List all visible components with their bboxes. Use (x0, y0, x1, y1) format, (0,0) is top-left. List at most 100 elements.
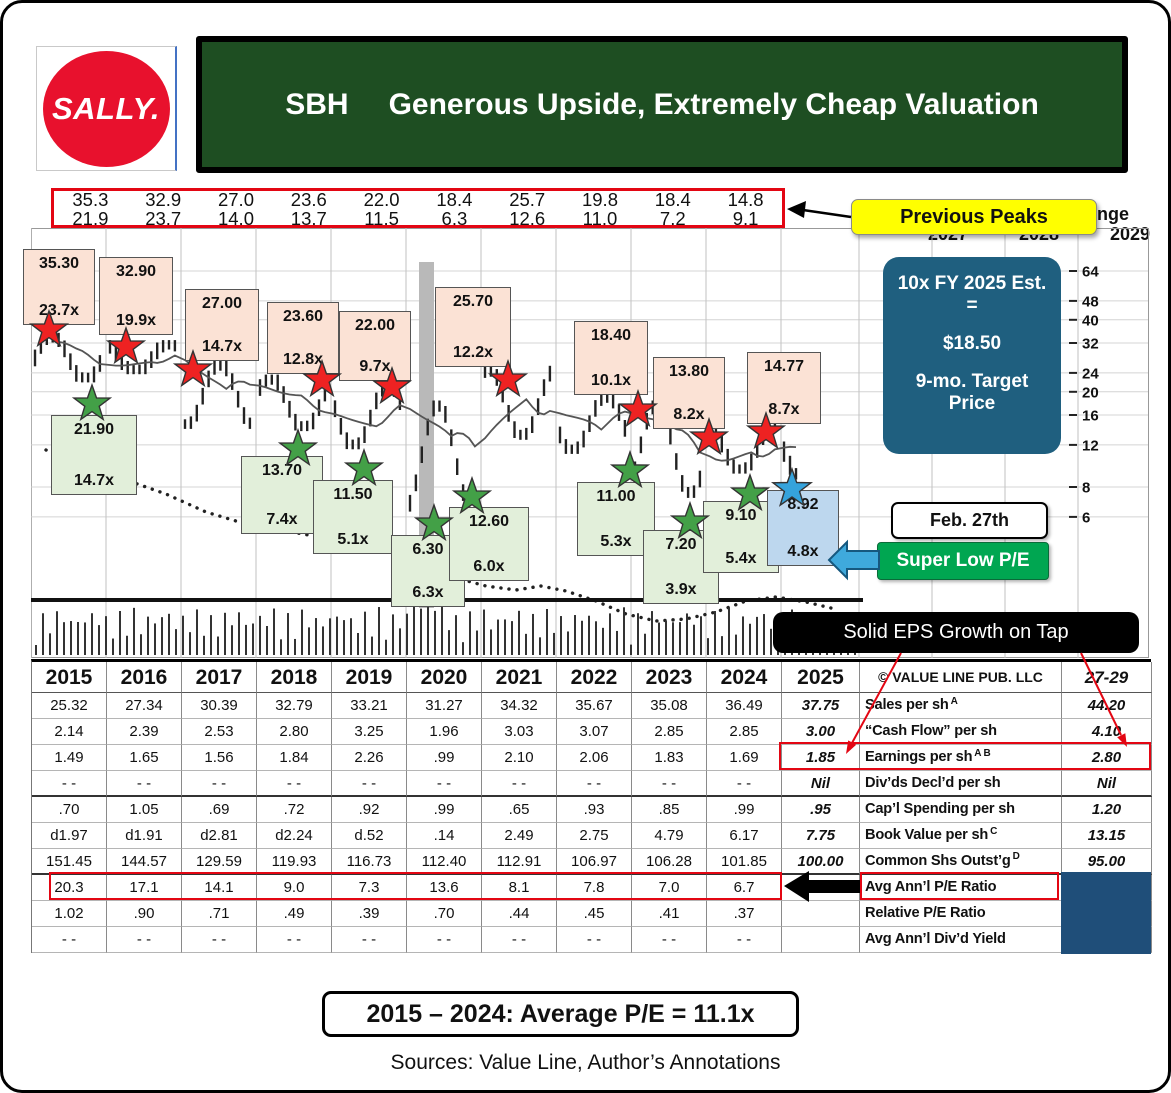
publisher-label: © VALUE LINE PUB. LLC (860, 662, 1062, 693)
table-value: 3.25 (332, 719, 407, 745)
table-value: 101.85 (707, 849, 782, 875)
sources-text: Sources: Value Line, Author’s Annotation… (390, 1051, 781, 1074)
estimate-value: 7.75 (782, 823, 860, 849)
estimate-value (782, 901, 860, 927)
table-value: 7.3 (332, 875, 407, 901)
year-header: 2017 (182, 662, 257, 693)
table-value: 1.05 (107, 797, 182, 823)
estimate-value: 100.00 (782, 849, 860, 875)
table-value: 129.59 (182, 849, 257, 875)
table-value: 27.34 (107, 693, 182, 719)
table-value: 2.14 (32, 719, 107, 745)
table-value: - - (557, 927, 632, 953)
table-value: .49 (257, 901, 332, 927)
table-value: 2.39 (107, 719, 182, 745)
table-value: 35.08 (632, 693, 707, 719)
table-row: - -- -- -- -- -- -- -- -- -- - Avg Ann’l … (32, 927, 1152, 953)
table-value: 1.49 (32, 745, 107, 771)
table-value: d2.81 (182, 823, 257, 849)
svg-text:64: 64 (1082, 264, 1099, 281)
table-value: 17.1 (107, 875, 182, 901)
banner-title: Generous Upside, Extremely Cheap Valuati… (388, 87, 1039, 121)
target-line-3: 9-mo. Target Price (915, 371, 1029, 414)
peak-value: 19.8 (581, 189, 618, 210)
table-value: 116.73 (332, 849, 407, 875)
table-value: 106.97 (557, 849, 632, 875)
table-value: .41 (632, 901, 707, 927)
table-value: - - (707, 927, 782, 953)
estimate-value: 37.75 (782, 693, 860, 719)
svg-text:8: 8 (1082, 480, 1090, 497)
table-value: 112.91 (482, 849, 557, 875)
table-value: 2.49 (482, 823, 557, 849)
previous-peaks-label: Previous Peaks (851, 199, 1097, 235)
table-value: d1.97 (32, 823, 107, 849)
eps-growth-banner: Solid EPS Growth on Tap (773, 612, 1139, 653)
svg-text:20: 20 (1082, 384, 1099, 401)
row-label: Div’ds Decl’d per sh (860, 771, 1062, 797)
table-row: .70 1.05.69.72.92.99.65.93.85.99.95 Cap’l … (32, 797, 1152, 823)
table-value: - - (257, 927, 332, 953)
estimate-value: .95 (782, 797, 860, 823)
peak-value: 23.7 (145, 207, 182, 229)
year-header: 2018 (257, 662, 332, 693)
peak-value: 11.5 (364, 207, 399, 229)
peak-value: 23.6 (290, 189, 327, 210)
row-label: Sales per sh A (860, 693, 1062, 719)
table-row: 151.45 144.57 129.59 119.93 116.73 112.40 112.… (32, 849, 1152, 875)
table-value: 2.80 (257, 719, 332, 745)
peak-value: 11.0 (582, 207, 618, 229)
table-value: - - (32, 927, 107, 953)
average-pe-box: 2015 – 2024: Average P/E = 11.1x (322, 991, 799, 1037)
table-value: - - (332, 927, 407, 953)
table-value: - - (257, 771, 332, 797)
peak-value: 13.7 (290, 207, 327, 229)
table-row: 2.14 2.39 2.53 2.80 3.25 1.96 3.03 3.07 2.85 2.85… (32, 719, 1152, 745)
banner-ticker: SBH (285, 87, 349, 121)
estimate-value: Nil (782, 771, 860, 797)
table-value: 3.07 (557, 719, 632, 745)
table-value: 1.56 (182, 745, 257, 771)
table-value: .45 (557, 901, 632, 927)
table-value: - - (332, 771, 407, 797)
projection-value: Nil (1062, 771, 1152, 797)
table-value: 2.10 (482, 745, 557, 771)
table-value: d2.24 (257, 823, 332, 849)
title-banner: SBH Generous Upside, Extremely Cheap Val… (196, 36, 1128, 173)
table-value: 35.67 (557, 693, 632, 719)
table-value: 1.02 (32, 901, 107, 927)
avg-pe-values-highlight-box (49, 872, 782, 900)
table-value: .37 (707, 901, 782, 927)
table-value: - - (707, 771, 782, 797)
table-value: - - (107, 927, 182, 953)
previous-peaks-arrow (787, 201, 852, 219)
table-value: .65 (482, 797, 557, 823)
table-value: 2.53 (182, 719, 257, 745)
table-value: 14.1 (182, 875, 257, 901)
row-label: Cap’l Spending per sh (860, 797, 1062, 823)
table-row: 1.49 1.65 1.56 1.84 2.26.99 2.10 2.06 1.83 1.69 1… (32, 745, 1152, 771)
projection-value: 44.20 (1062, 693, 1152, 719)
target-line-2: $18.50 (942, 333, 1002, 354)
table-value: 36.49 (707, 693, 782, 719)
table-value: 3.03 (482, 719, 557, 745)
year-header: 2025 (782, 662, 860, 693)
table-value: .71 (182, 901, 257, 927)
table-value: 30.39 (182, 693, 257, 719)
table-value: .14 (407, 823, 482, 849)
super-low-pe-callout: Super Low P/E (877, 542, 1049, 580)
table-value: - - (32, 771, 107, 797)
table-value: 2.26 (332, 745, 407, 771)
table-value: 25.32 (32, 693, 107, 719)
table-value: 2.85 (707, 719, 782, 745)
table-value: - - (482, 771, 557, 797)
table-value: .92 (332, 797, 407, 823)
svg-text:6: 6 (1082, 509, 1090, 526)
peak-value: 21.9 (72, 207, 109, 229)
table-value: 13.6 (407, 875, 482, 901)
table-value: 1.96 (407, 719, 482, 745)
row-label: Earnings per sh A B (860, 745, 1062, 771)
table-value: .99 (407, 745, 482, 771)
table-value: 2.06 (557, 745, 632, 771)
